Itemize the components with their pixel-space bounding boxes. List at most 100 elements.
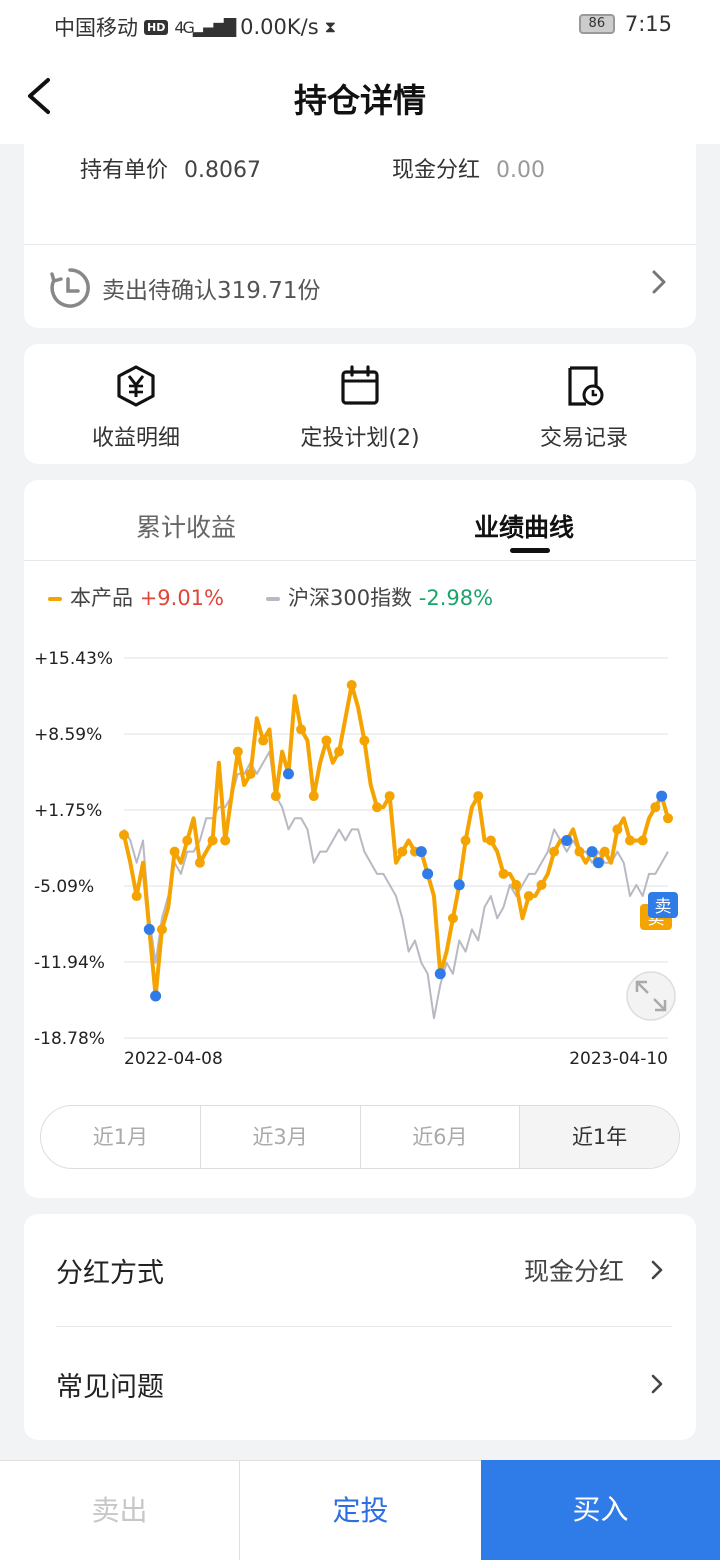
data-point-product: [460, 835, 471, 846]
y-tick-label: -18.78%: [34, 1029, 105, 1049]
series-line-index: [123, 750, 669, 1020]
unit-price-value: 0.8067: [184, 158, 261, 183]
bottom-action-bar: 卖出 定投 买入: [0, 1460, 720, 1560]
range-selector: 近1月 近3月 近6月 近1年: [40, 1105, 680, 1169]
buy-marker: [282, 768, 294, 780]
data-point-product: [372, 802, 383, 813]
data-point-product: [232, 746, 243, 757]
data-point-product: [650, 802, 661, 813]
data-point-product: [473, 791, 484, 802]
buy-marker: [453, 879, 465, 891]
divider: [56, 1326, 672, 1327]
sell-tag: [648, 892, 678, 918]
plan-invest-button[interactable]: 定投: [240, 1460, 481, 1560]
plan-label: 定投计划(2): [300, 426, 420, 451]
data-point-product: [194, 857, 205, 868]
income-detail-button[interactable]: 收益明细: [24, 364, 248, 452]
page-title: 持仓详情: [294, 81, 426, 120]
unit-price: 持有单价 0.8067: [80, 152, 261, 184]
buy-marker: [586, 846, 598, 858]
buy-marker: [434, 968, 446, 980]
expand-icon: [653, 998, 666, 1011]
data-point-product: [574, 846, 585, 857]
x-tick-label: 2023-04-10: [569, 1049, 668, 1069]
trade-record-button[interactable]: 交易记录: [472, 364, 696, 452]
cash-dividend: 现金分红 0.00: [392, 152, 545, 184]
legend-swatch: [48, 597, 62, 601]
buy-marker: [415, 846, 427, 858]
holding-card: 持有单价 0.8067 现金分红 0.00 卖出待确认319.71份: [24, 128, 696, 328]
data-point-product: [296, 724, 307, 735]
buy-marker: [561, 835, 573, 847]
range-1m[interactable]: 近1月: [41, 1106, 201, 1168]
dividend-method-value: 现金分红: [523, 1257, 624, 1286]
y-tick-label: +8.59%: [34, 725, 102, 745]
legend-swatch: [266, 597, 280, 601]
tab-indicator: [510, 548, 550, 553]
divider: [24, 244, 696, 245]
legend-index: 沪深300指数 -2.98%: [266, 582, 493, 612]
data-point-product: [511, 879, 522, 890]
data-point-product: [663, 813, 673, 824]
buy-marker: [592, 857, 604, 869]
quick-actions-card: 收益明细 定投计划(2) 交易记录: [24, 344, 696, 464]
status-bar: 中国移动 HD 4G▂▄▆█ 0.00K/s ⧗ 86 7:15: [0, 0, 720, 50]
buy-button[interactable]: 买入: [481, 1460, 720, 1560]
buy-marker: [143, 923, 155, 935]
chart-legend: 本产品 +9.01% 沪深300指数 -2.98%: [48, 582, 493, 612]
data-point-product: [182, 835, 193, 846]
buy-marker: [422, 868, 434, 880]
clock: 7:15: [624, 12, 672, 36]
dividend-method-label: 分红方式: [56, 1257, 164, 1289]
expand-icon: [636, 981, 649, 994]
expand-icon: [626, 971, 676, 1021]
data-point-product: [156, 924, 167, 935]
data-point-product: [334, 746, 345, 757]
faq-row[interactable]: 常见问题: [56, 1328, 664, 1440]
range-6m[interactable]: 近6月: [361, 1106, 521, 1168]
data-point-product: [384, 791, 395, 802]
data-point-product: [637, 835, 648, 846]
battery-icon: 86: [578, 14, 615, 34]
income-detail-label: 收益明细: [91, 426, 180, 451]
y-tick-label: -5.09%: [34, 877, 94, 897]
data-point-product: [321, 735, 332, 746]
data-point-product: [625, 835, 636, 846]
legend-product-value: +9.01%: [139, 586, 224, 610]
legend-product: 本产品 +9.01%: [48, 582, 224, 612]
dividend-method-row[interactable]: 分红方式 现金分红: [56, 1214, 664, 1326]
range-3m[interactable]: 近3月: [201, 1106, 361, 1168]
performance-chart: +15.43% +8.59% +1.75% -5.09% -11.94% -18.78% 2…: [34, 649, 678, 1069]
network-speed: 0.00K/s: [240, 15, 319, 39]
pending-sell-row[interactable]: 卖出待确认319.71份: [48, 266, 320, 310]
trade-record-label: 交易记录: [539, 426, 628, 451]
hd-badge: HD: [144, 19, 169, 35]
signal-icon: 4G▂▄▆█: [174, 17, 236, 37]
unit-price-label: 持有单价: [80, 158, 169, 183]
data-point-product: [131, 891, 142, 902]
legend-product-name: 本产品: [70, 586, 133, 610]
data-point-product: [220, 835, 231, 846]
series-line-product: [122, 682, 670, 999]
tab-performance-curve[interactable]: 业绩曲线: [474, 513, 575, 542]
sell-tag-text: 卖: [655, 897, 672, 917]
back-arrow-icon[interactable]: [22, 74, 62, 118]
data-point-product: [485, 835, 496, 846]
tab-cumulative-income[interactable]: 累计收益: [136, 513, 237, 542]
data-point-product: [258, 735, 269, 746]
data-point-product: [270, 791, 281, 802]
data-point-product: [346, 679, 357, 690]
range-1y[interactable]: 近1年: [520, 1106, 679, 1168]
calendar-icon: [341, 365, 379, 405]
settings-card: 分红方式 现金分红 常见问题: [24, 1214, 696, 1440]
y-tick-label: +15.43%: [34, 649, 113, 669]
performance-card: 累计收益 业绩曲线 本产品 +9.01% 沪深300指数 -2.98% +15.…: [24, 480, 696, 1198]
plan-button[interactable]: 定投计划(2): [248, 364, 472, 452]
buy-marker: [150, 990, 162, 1002]
legend-index-value: -2.98%: [418, 586, 494, 610]
sell-button[interactable]: 卖出: [0, 1460, 240, 1560]
carrier-label: 中国移动: [54, 16, 138, 40]
x-tick-label: 2022-04-08: [124, 1049, 223, 1069]
legend-index-name: 沪深300指数: [288, 586, 413, 610]
data-point-product: [599, 846, 610, 857]
